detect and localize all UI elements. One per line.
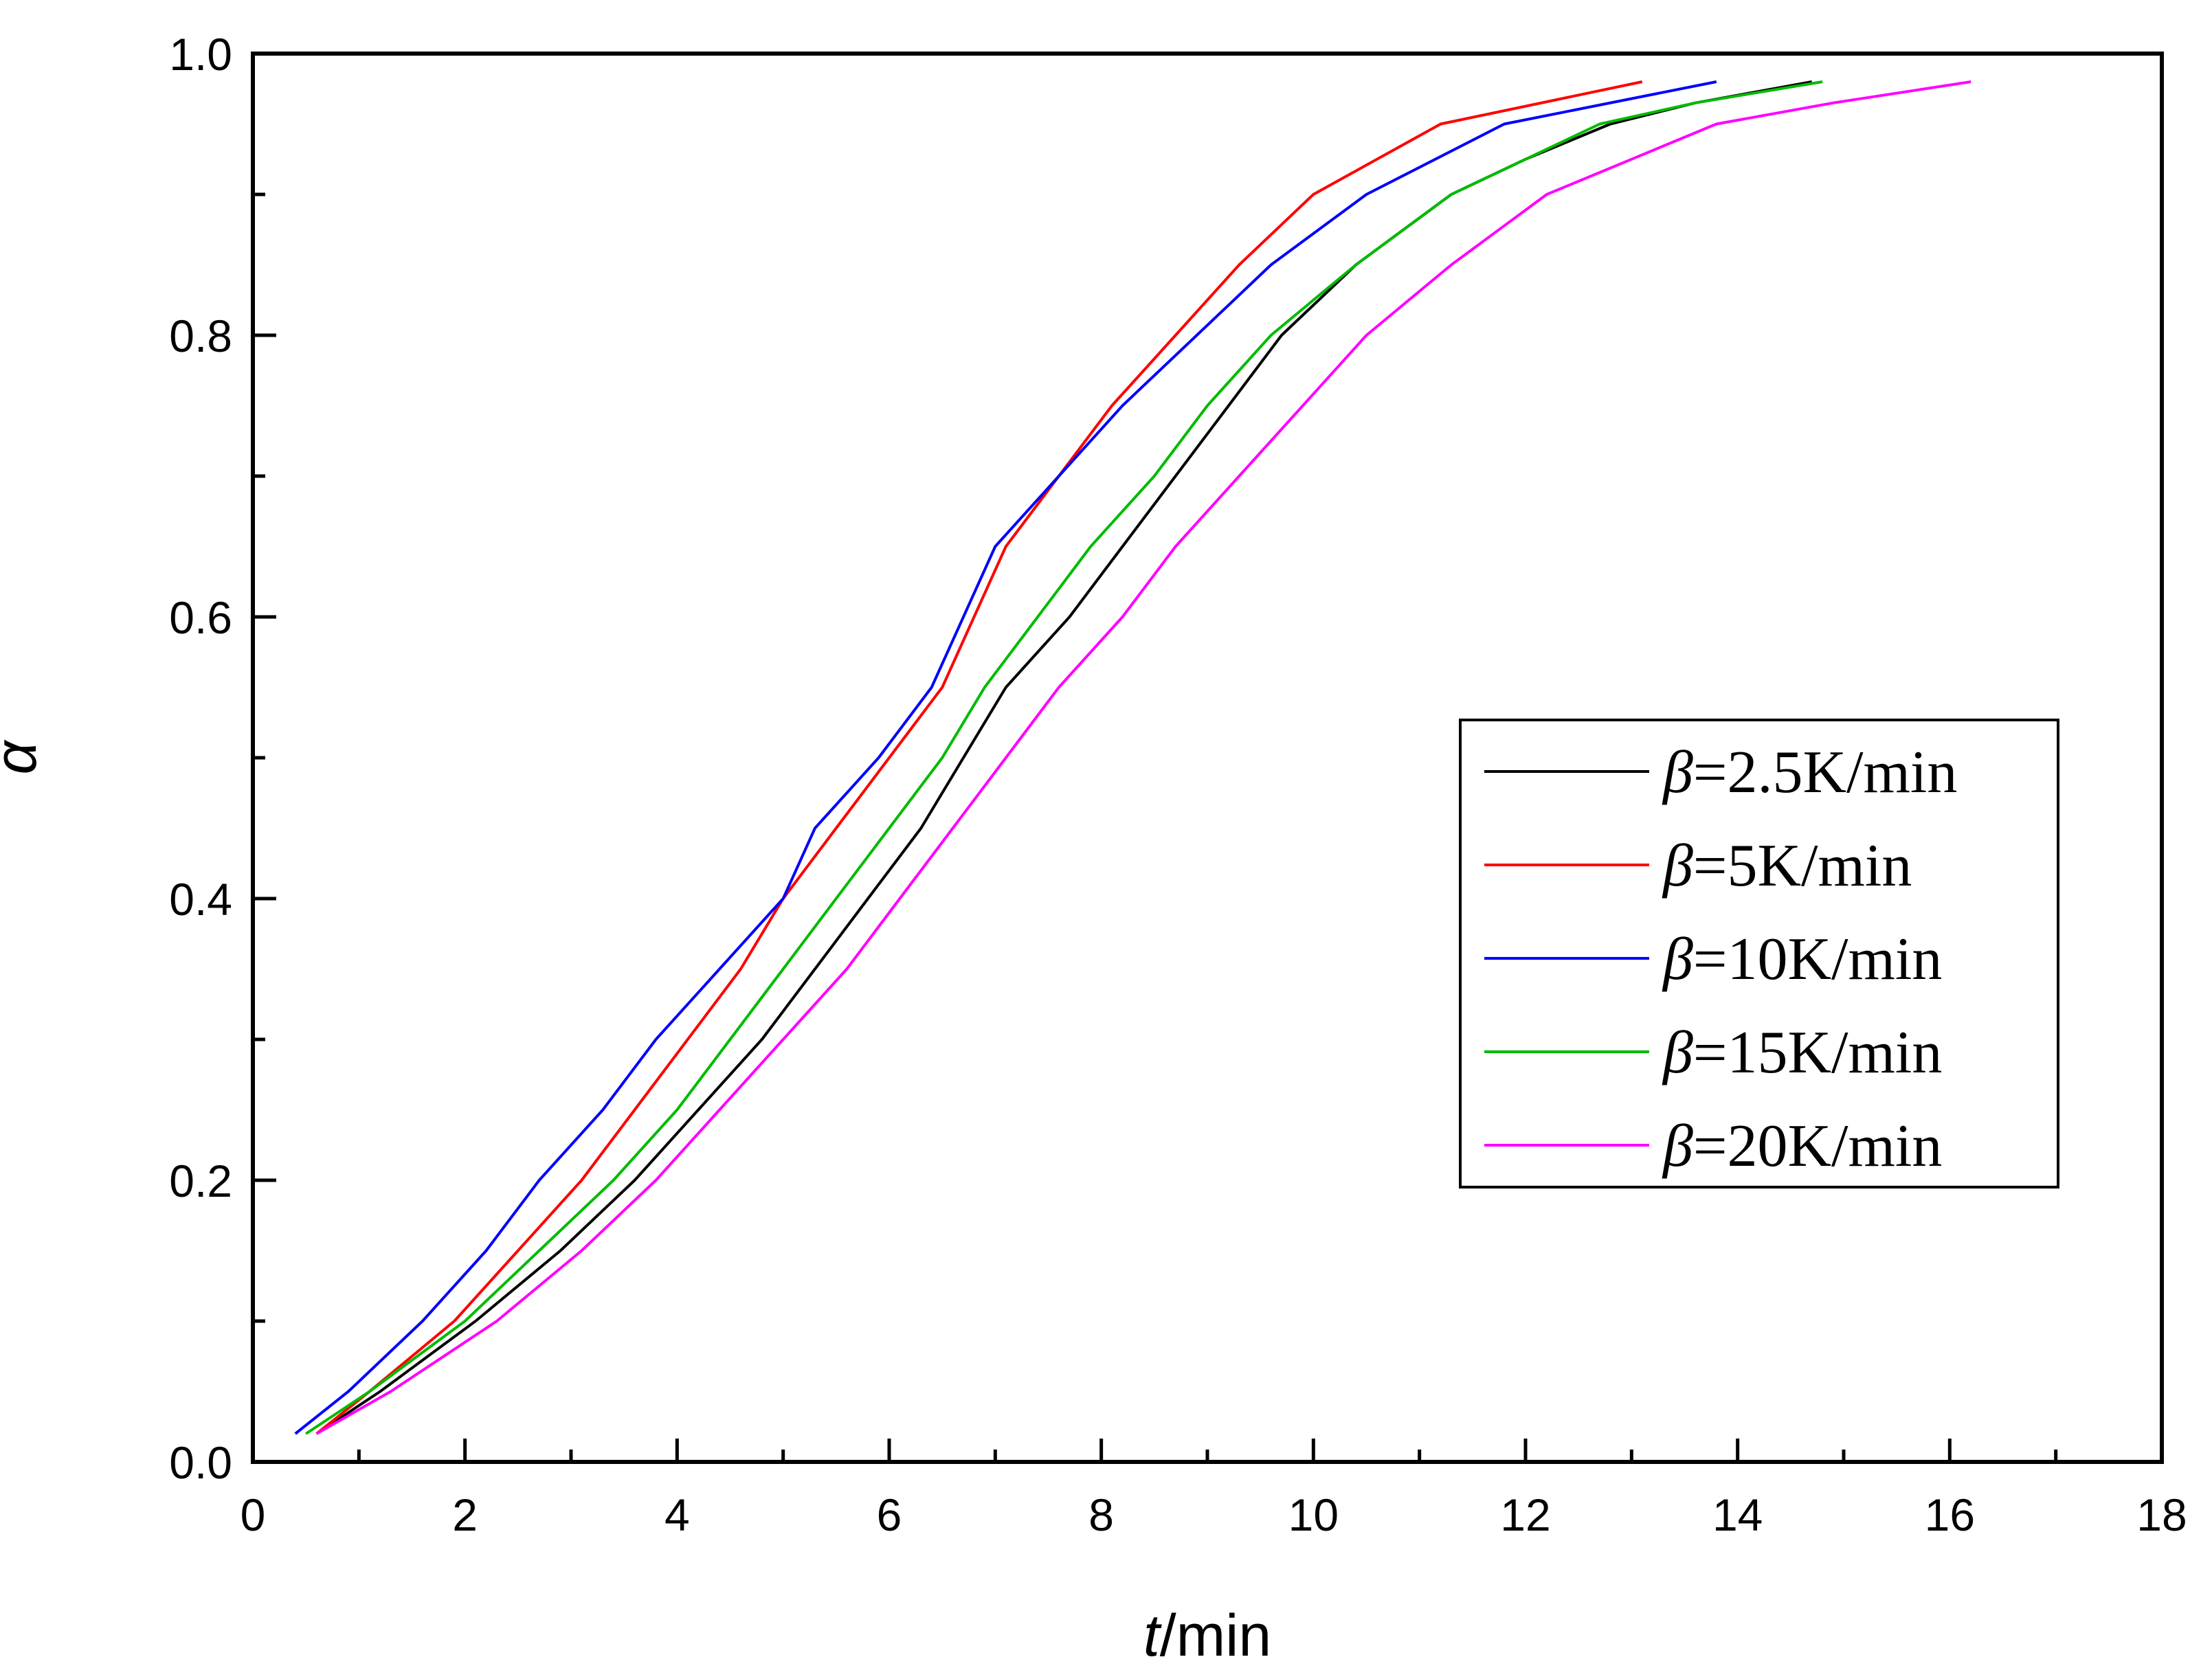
legend-label-text: =15K/min — [1693, 1019, 1943, 1086]
legend-label-3: β=10K/min — [1662, 926, 1942, 993]
x-tick-label: 18 — [2136, 1489, 2187, 1540]
legend-label-text: =20K/min — [1693, 1113, 1943, 1180]
x-axis-title: t/min — [1143, 1603, 1271, 1669]
x-tick-label: 14 — [1712, 1489, 1763, 1540]
legend-label-text: =5K/min — [1693, 833, 1912, 899]
legend-label-text: =2.5K/min — [1693, 739, 1958, 806]
x-tick-label: 4 — [664, 1489, 690, 1540]
legend-box — [1459, 719, 2059, 1188]
y-tick-label: 1.0 — [169, 29, 232, 80]
series-line-2 — [315, 80, 1643, 1435]
x-axis-title-unit: /min — [1160, 1603, 1271, 1669]
x-tick-label: 16 — [1925, 1489, 1975, 1540]
axes-layer: 0 2 4 6 8 10 12 14 16 18 0.0 0.2 0.4 0.6 0.8 1.0 t/min α — [0, 29, 2187, 1669]
legend-label-symbol: β — [1662, 833, 1693, 899]
x-tick-label: 8 — [1088, 1489, 1114, 1540]
legend: β=2.5K/minβ=5K/minβ=10K/minβ=15K/minβ=20… — [1459, 719, 2059, 1188]
legend-label-1: β=2.5K/min — [1662, 739, 1957, 806]
x-tick-label: 12 — [1500, 1489, 1550, 1540]
y-tick-label: 0.6 — [169, 592, 232, 643]
x-axis-title-variable: t — [1143, 1603, 1162, 1669]
series-line-3 — [294, 80, 1717, 1435]
y-tick-label: 0.4 — [169, 874, 232, 925]
legend-label-symbol: β — [1662, 1113, 1693, 1180]
y-tick-label: 0.8 — [169, 311, 232, 361]
y-axis-title: α — [0, 739, 49, 775]
legend-label-2: β=5K/min — [1662, 833, 1912, 899]
x-tick-label: 10 — [1288, 1489, 1339, 1540]
legend-label-text: =10K/min — [1693, 926, 1943, 993]
x-tick-label: 6 — [877, 1489, 902, 1540]
series-layer — [294, 80, 1971, 1435]
legend-label-4: β=15K/min — [1662, 1019, 1942, 1086]
series-line-4 — [305, 80, 1823, 1435]
x-tick-label: 2 — [452, 1489, 478, 1540]
legend-label-symbol: β — [1662, 739, 1693, 806]
legend-label-symbol: β — [1662, 926, 1693, 993]
legend-label-symbol: β — [1662, 1019, 1693, 1086]
legend-label-5: β=20K/min — [1662, 1113, 1942, 1180]
y-tick-label: 0.2 — [169, 1156, 232, 1206]
x-tick-label: 0 — [241, 1489, 266, 1540]
series-line-5 — [315, 80, 1971, 1435]
y-tick-label: 0.0 — [169, 1437, 232, 1488]
